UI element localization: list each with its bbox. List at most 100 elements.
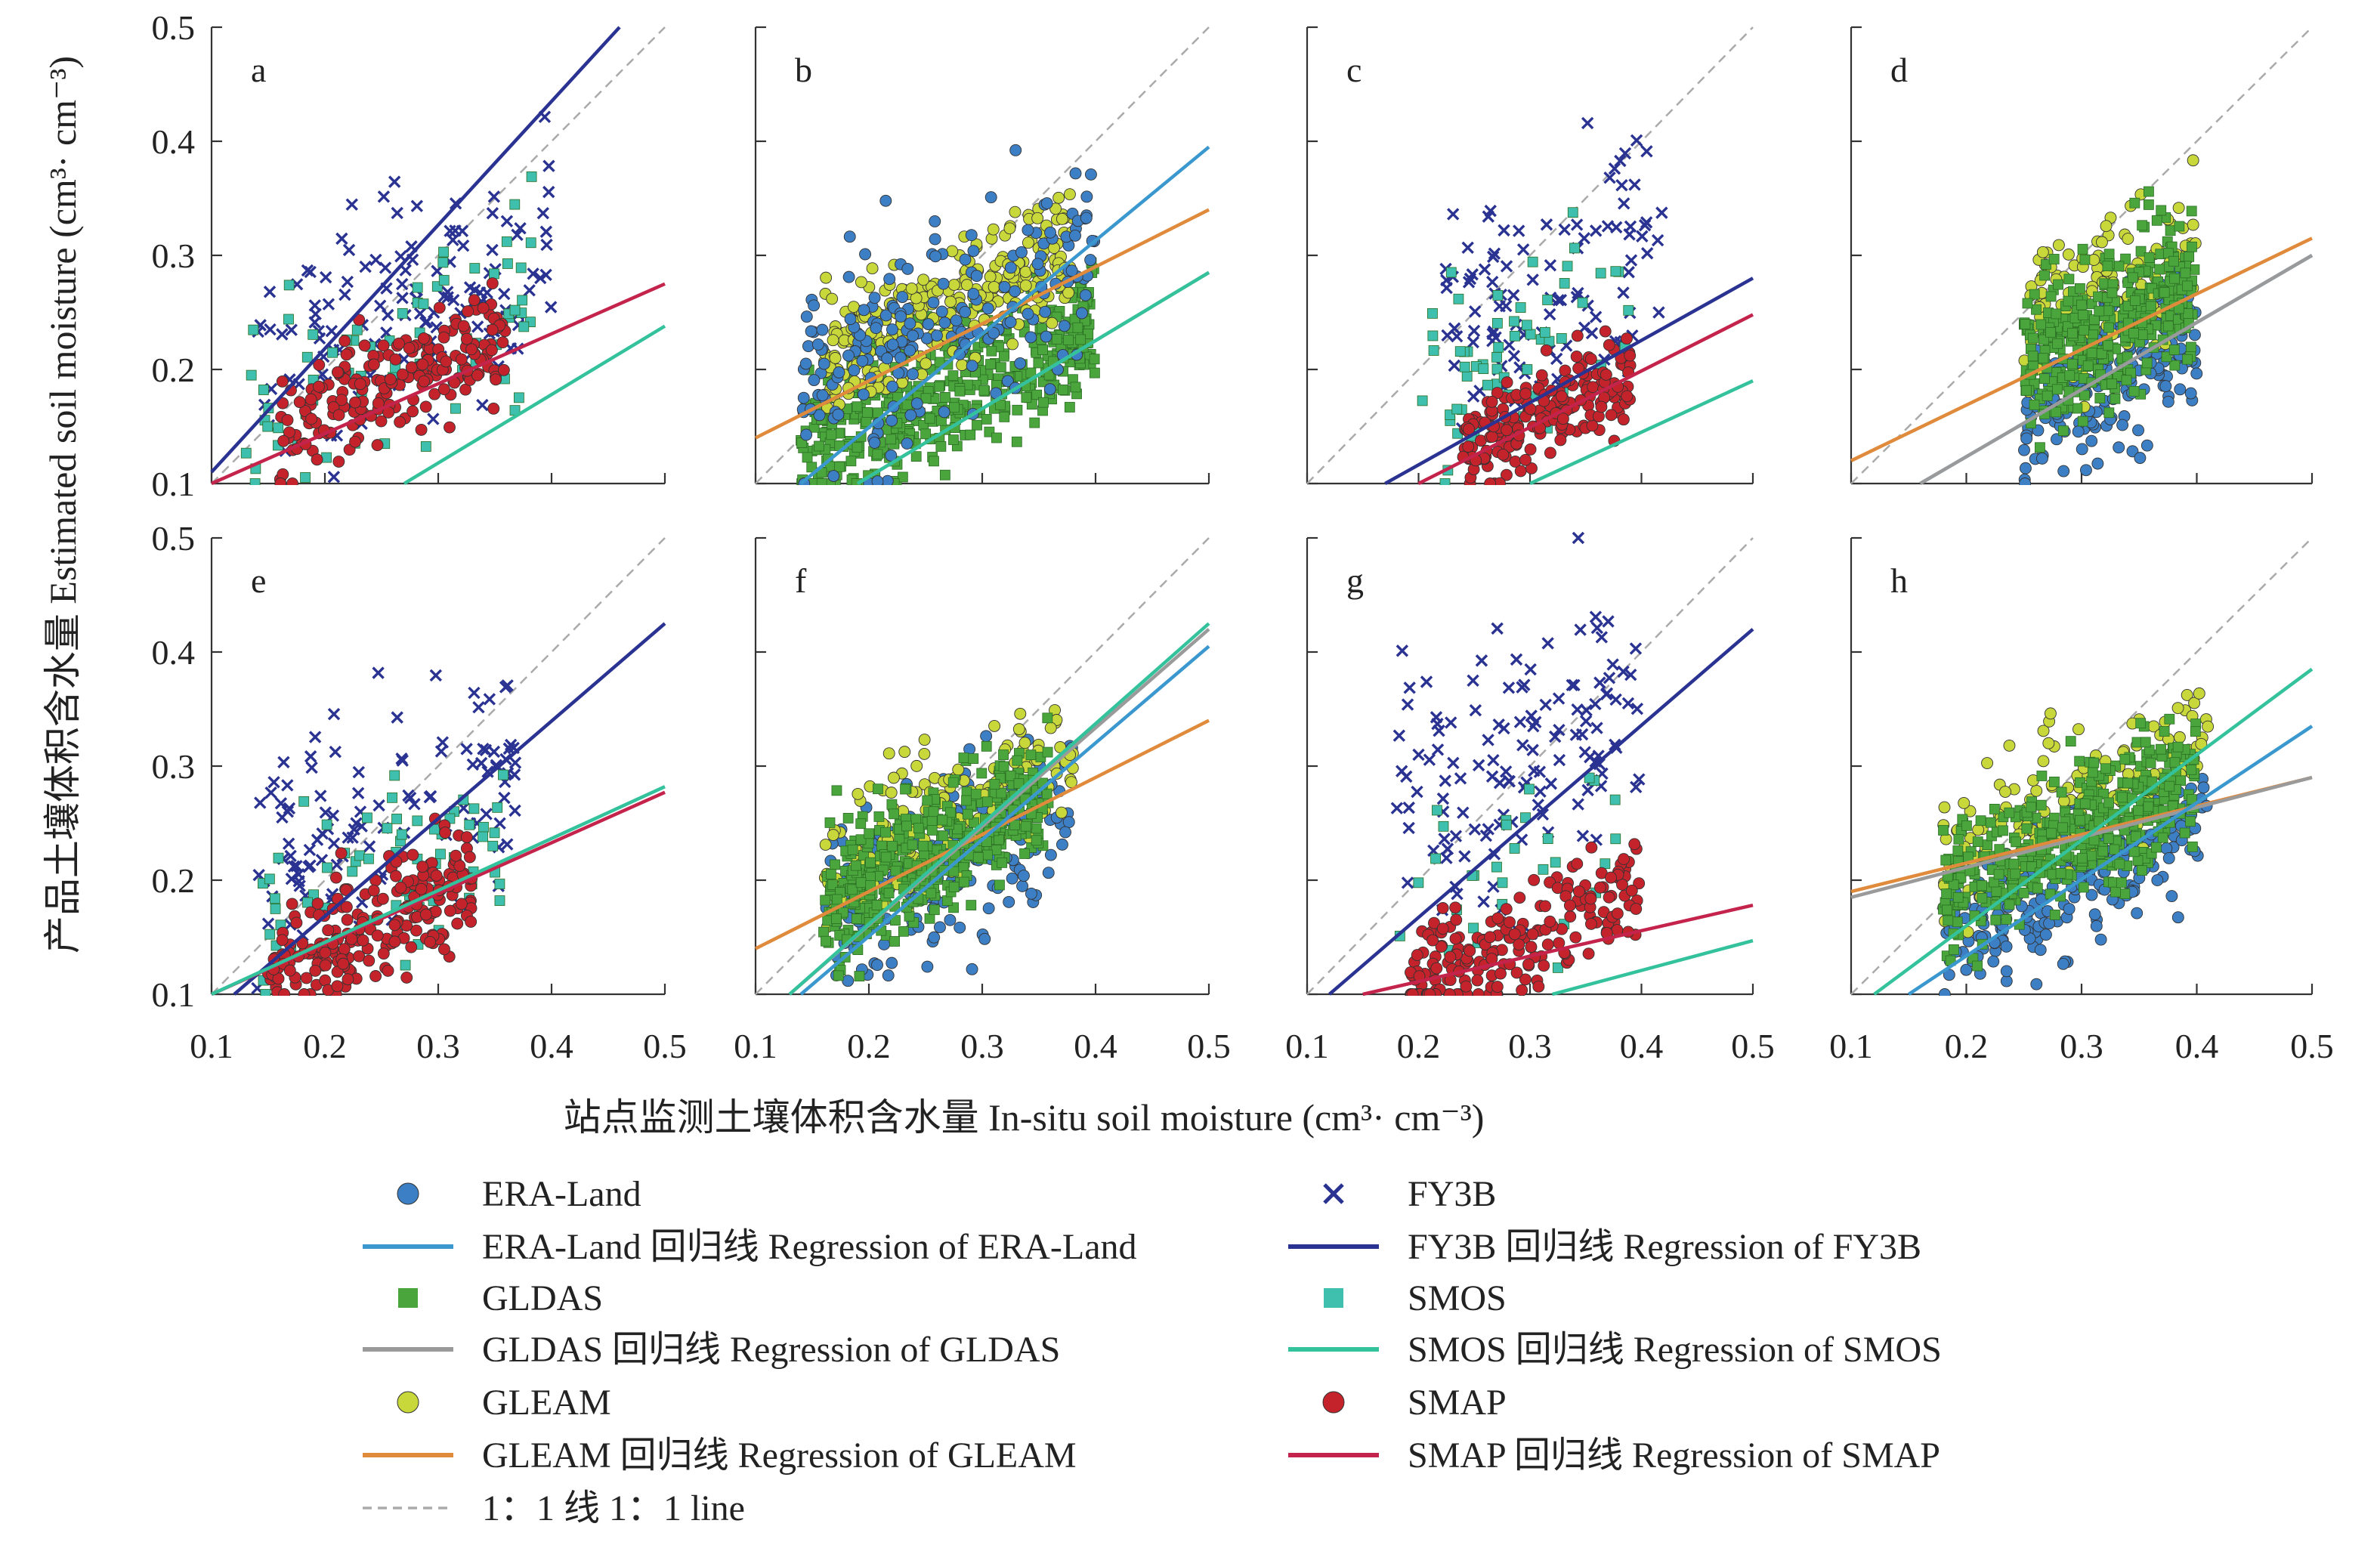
data-point-GLDAS <box>1063 335 1074 345</box>
data-point-FY3B <box>540 238 553 252</box>
data-point-SMOS <box>1468 922 1479 934</box>
data-point-GLDAS <box>966 900 977 911</box>
data-point-GLDAS <box>1013 778 1025 790</box>
data-point-GLDAS <box>949 402 960 413</box>
data-point-GLDAS <box>1975 815 1986 827</box>
data-point-SMAP <box>460 332 473 345</box>
data-point-SMAP <box>384 373 397 385</box>
data-point-GLEAM <box>2173 731 2186 743</box>
data-point-GLDAS <box>2186 764 2197 775</box>
data-point-SMAP <box>1449 932 1462 945</box>
data-point-ERA-Land <box>1004 316 1017 329</box>
regression-line-SMAP-line <box>1417 313 1754 485</box>
data-point-SMAP <box>272 972 285 985</box>
data-point-FY3B <box>486 243 499 257</box>
data-point-FY3B <box>1468 823 1482 836</box>
data-point-GLDAS <box>2159 726 2170 737</box>
data-point-ERA-Land <box>2057 465 2070 477</box>
data-point-GLDAS <box>972 851 984 863</box>
data-point-GLDAS <box>831 913 842 924</box>
data-point-FY3B <box>369 253 382 267</box>
data-point-FY3B <box>345 198 358 211</box>
data-point-ERA-Land <box>959 306 972 318</box>
data-point-SMOS <box>264 873 275 885</box>
data-point-ERA-Land <box>886 323 898 336</box>
data-point-ERA-Land <box>1022 224 1034 236</box>
data-point-SMOS <box>1413 877 1424 888</box>
data-point-GLDAS <box>2132 854 2144 866</box>
data-point-FY3B <box>1552 692 1566 705</box>
data-point-FY3B <box>542 159 555 172</box>
data-point-SMOS <box>1559 278 1570 289</box>
data-point-SMOS <box>478 831 488 842</box>
data-point-SMAP <box>400 971 413 984</box>
data-point-FY3B <box>377 190 391 203</box>
data-point-GLDAS <box>2035 442 2045 453</box>
data-point-SMAP <box>1630 903 1643 916</box>
data-point-FY3B <box>1451 888 1464 901</box>
data-point-SMAP <box>1605 409 1618 422</box>
data-point-SMAP <box>1450 913 1463 926</box>
data-point-SMAP <box>358 339 371 352</box>
data-point-FY3B <box>427 413 440 425</box>
data-point-GLDAS <box>2133 805 2144 816</box>
legend-label: GLEAM 回归线 Regression of GLEAM <box>482 1435 1077 1476</box>
data-point-GLDAS <box>1938 825 1949 836</box>
data-point-GLDAS <box>1058 385 1068 395</box>
data-point-GLDAS <box>2076 299 2087 311</box>
data-point-GLDAS <box>2143 801 2154 812</box>
data-point-ERA-Land <box>833 366 845 379</box>
data-point-GLEAM <box>2172 202 2185 215</box>
data-point-SMAP <box>1491 912 1504 925</box>
data-point-FY3B <box>1585 326 1599 340</box>
data-point-ERA-Land <box>800 428 813 441</box>
data-point-SMAP <box>415 423 428 436</box>
data-point-ERA-Land <box>886 338 899 351</box>
data-point-SMAP <box>416 358 429 371</box>
data-point-FY3B <box>1401 698 1414 711</box>
data-point-SMOS <box>1461 371 1473 382</box>
data-point-GLDAS <box>2103 797 2114 808</box>
data-point-GLDAS <box>2048 254 2060 264</box>
data-point-ERA-Land <box>799 357 812 370</box>
data-point-SMOS <box>400 960 411 971</box>
data-point-SMOS <box>327 347 338 358</box>
data-point-SMAP <box>1504 916 1516 929</box>
data-point-FY3B <box>486 207 499 220</box>
data-point-SMAP <box>1485 395 1498 408</box>
data-point-GLDAS <box>1977 892 1988 904</box>
x-tick-label: 0.5 <box>1187 1027 1231 1065</box>
data-point-FY3B <box>1488 247 1501 260</box>
data-point-GLDAS <box>2021 823 2032 834</box>
data-point-SMOS <box>1491 861 1502 873</box>
data-point-GLDAS <box>2127 272 2138 283</box>
data-point-GLDAS <box>1948 944 1959 955</box>
data-point-SMOS <box>525 237 536 249</box>
data-point-GLDAS <box>2077 243 2088 255</box>
data-point-SMOS <box>1478 363 1489 375</box>
data-point-GLDAS <box>2106 379 2118 389</box>
data-point-GLDAS <box>1038 397 1049 408</box>
regression-line-FY3B-line <box>233 622 666 996</box>
data-point-GLDAS <box>2121 375 2132 386</box>
data-point-ERA-Land <box>842 349 855 362</box>
data-point-FY3B <box>304 859 317 872</box>
data-point-ERA-Land <box>965 229 978 242</box>
data-point-FY3B <box>1640 247 1654 260</box>
data-point-SMOS <box>240 447 252 459</box>
data-point-SMOS <box>1438 820 1449 832</box>
data-point-SMOS <box>246 369 257 381</box>
data-point-SMOS <box>498 769 508 780</box>
data-point-FY3B <box>1526 743 1539 756</box>
legend-marker <box>398 1288 418 1308</box>
data-point-SMAP <box>457 320 470 332</box>
data-point-GLDAS <box>1041 788 1052 799</box>
data-point-SMAP <box>1500 903 1513 916</box>
data-point-GLEAM <box>960 279 973 292</box>
data-point-SMOS <box>248 324 259 335</box>
data-point-GLEAM <box>1056 212 1068 225</box>
data-point-FY3B <box>493 817 506 830</box>
data-point-GLDAS <box>999 411 1010 422</box>
data-point-GLDAS <box>855 818 867 830</box>
data-point-GLDAS <box>991 432 1002 443</box>
